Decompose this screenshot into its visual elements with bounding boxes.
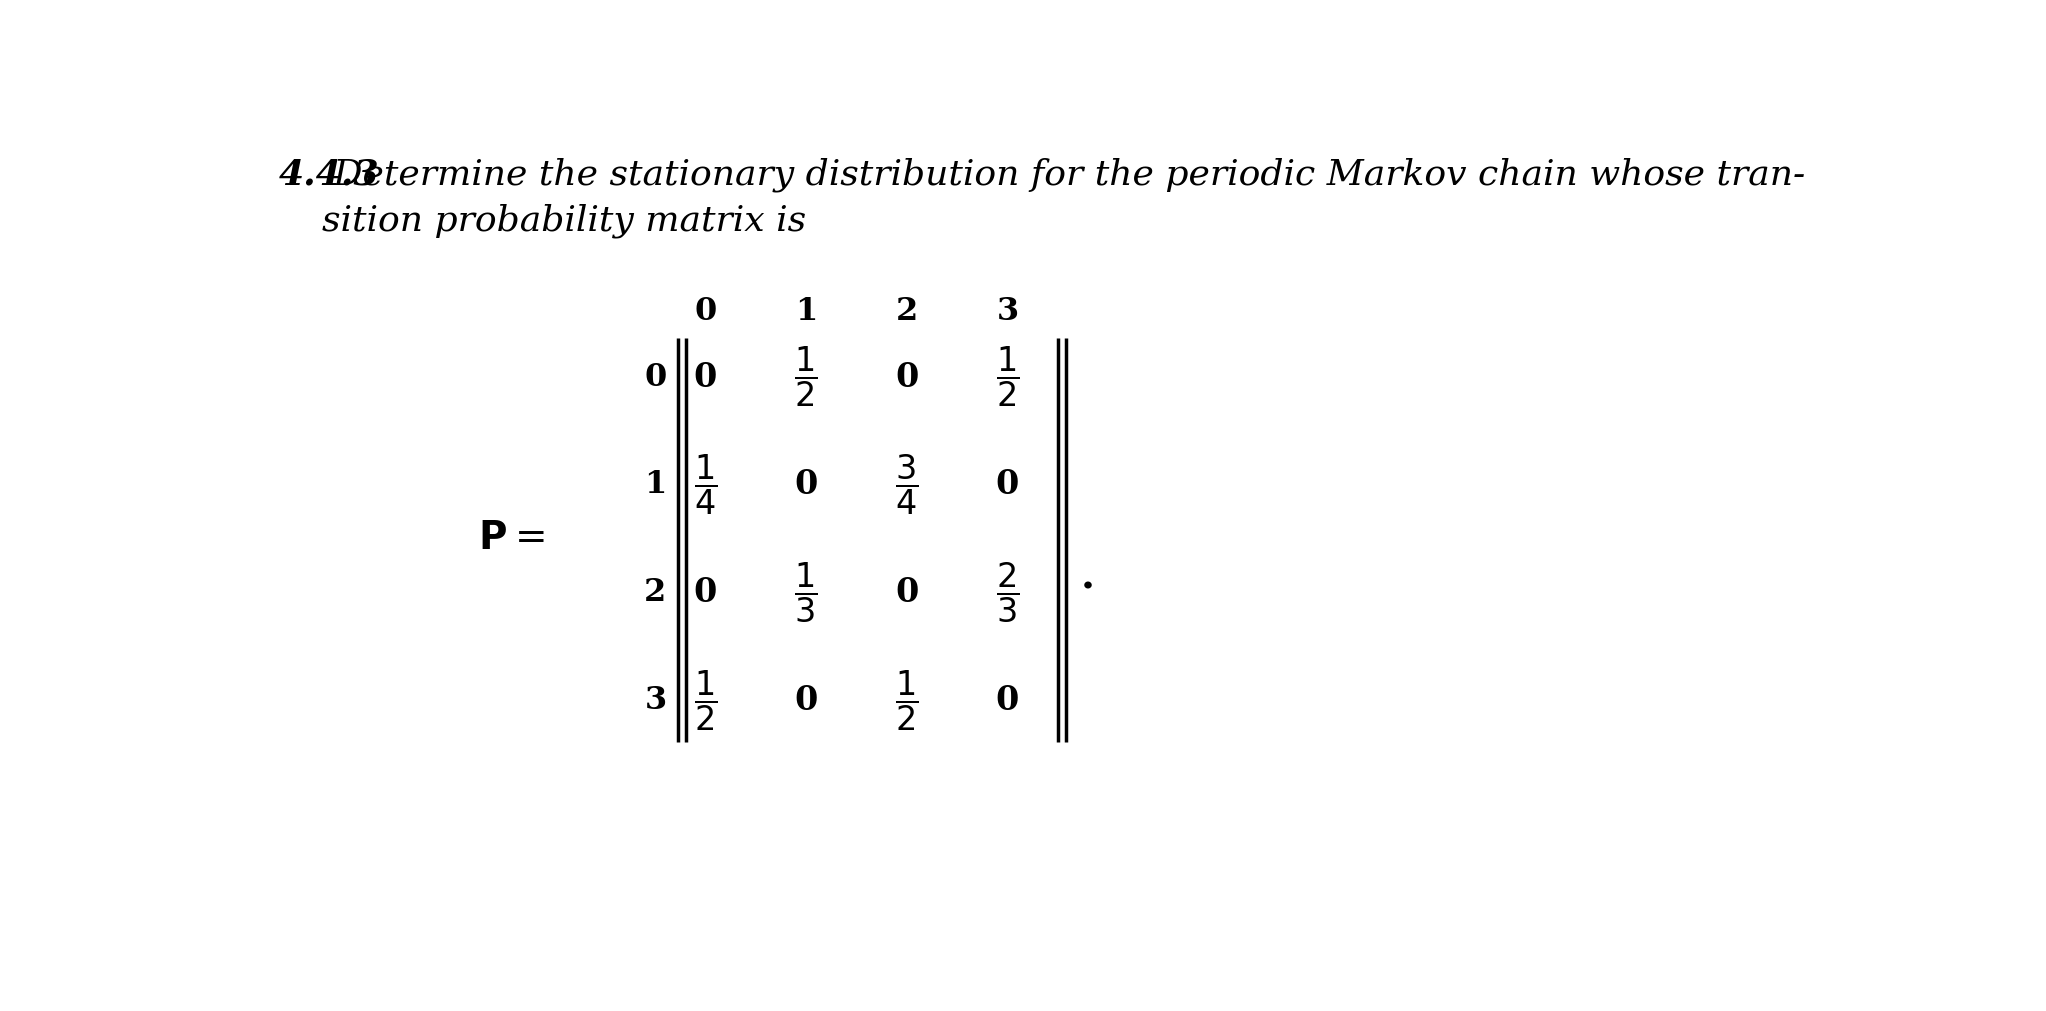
Text: $\dfrac{1}{2}$: $\dfrac{1}{2}$ [896, 667, 919, 732]
Text: .: . [1080, 558, 1095, 595]
Text: 0: 0 [996, 468, 1019, 500]
Text: 3: 3 [644, 684, 667, 715]
Text: 0: 0 [644, 361, 667, 392]
Text: $\dfrac{1}{4}$: $\dfrac{1}{4}$ [694, 452, 716, 517]
Text: 0: 0 [794, 683, 818, 716]
Text: $\dfrac{1}{3}$: $\dfrac{1}{3}$ [794, 560, 818, 624]
Text: 0: 0 [694, 296, 716, 327]
Text: $\dfrac{1}{2}$: $\dfrac{1}{2}$ [794, 345, 818, 408]
Text: sition probability matrix is: sition probability matrix is [321, 203, 806, 239]
Text: 2: 2 [644, 576, 667, 608]
Text: $\dfrac{3}{4}$: $\dfrac{3}{4}$ [896, 452, 919, 517]
Text: $\mathbf{P} =$: $\mathbf{P} =$ [479, 520, 544, 557]
Text: 0: 0 [996, 683, 1019, 716]
Text: $\dfrac{1}{2}$: $\dfrac{1}{2}$ [694, 667, 716, 732]
Text: 2: 2 [896, 296, 919, 327]
Text: Determine the stationary distribution for the periodic Markov chain whose tran-: Determine the stationary distribution fo… [321, 158, 1805, 192]
Text: 1: 1 [644, 469, 667, 499]
Text: 0: 0 [894, 360, 919, 393]
Text: 0: 0 [794, 468, 818, 500]
Text: 0: 0 [894, 575, 919, 609]
Text: 4.4.3: 4.4.3 [278, 158, 381, 191]
Text: 0: 0 [694, 360, 716, 393]
Text: 0: 0 [694, 575, 716, 609]
Text: 3: 3 [996, 296, 1019, 327]
Text: $\dfrac{2}{3}$: $\dfrac{2}{3}$ [996, 560, 1019, 624]
Text: 1: 1 [794, 296, 816, 327]
Text: $\dfrac{1}{2}$: $\dfrac{1}{2}$ [996, 345, 1019, 408]
